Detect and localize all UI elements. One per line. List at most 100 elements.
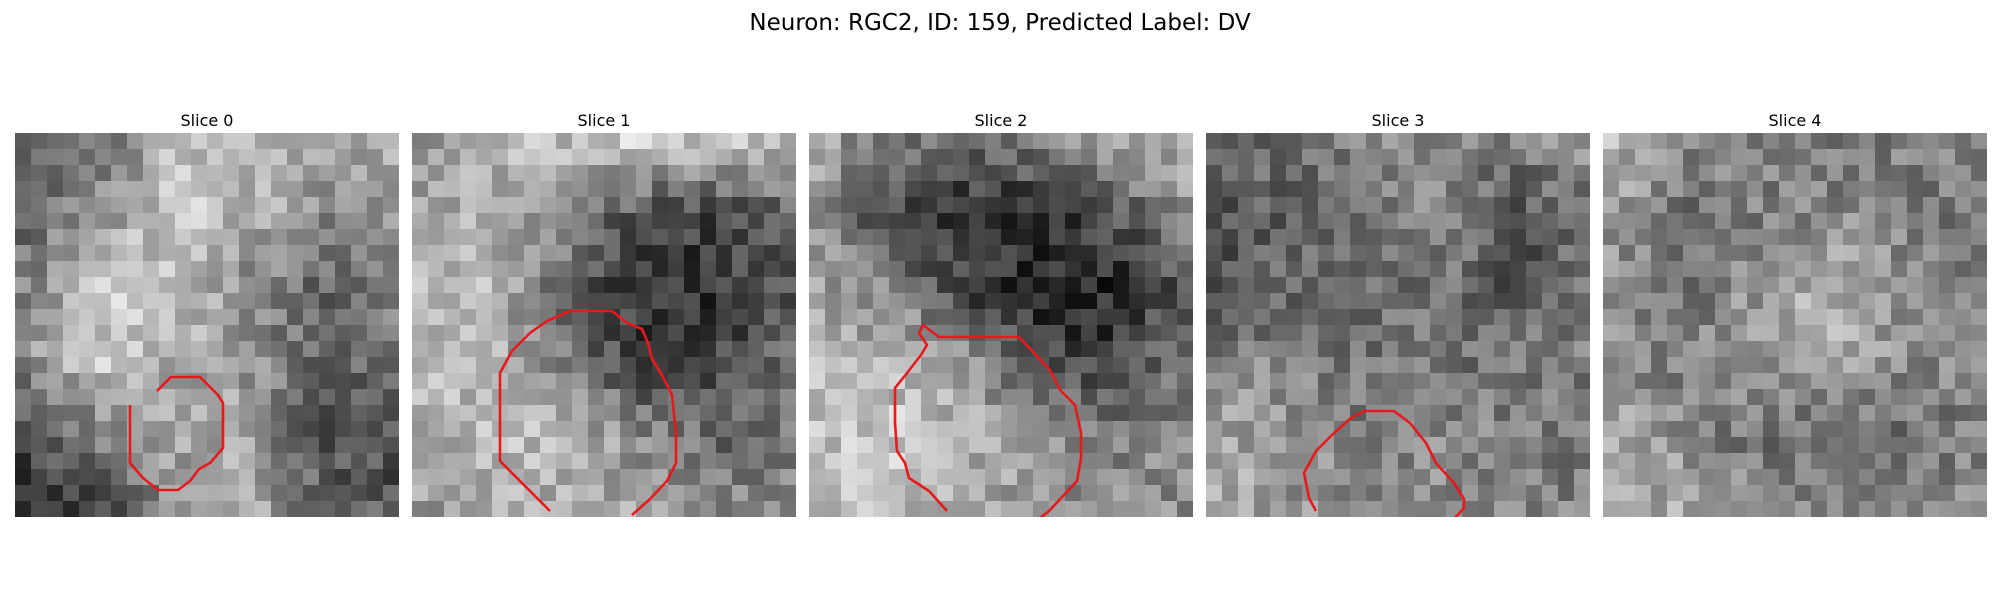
pixel xyxy=(95,133,111,149)
pixel xyxy=(1017,133,1033,149)
pixel xyxy=(143,341,159,357)
pixel xyxy=(175,469,191,485)
pixel xyxy=(873,373,889,389)
pixel xyxy=(572,277,588,293)
pixel xyxy=(1318,229,1334,245)
pixel xyxy=(175,309,191,325)
pixel xyxy=(652,357,668,373)
pixel xyxy=(1366,421,1382,437)
pixel xyxy=(1715,357,1731,373)
pixel xyxy=(1971,165,1987,181)
pixel xyxy=(825,245,841,261)
pixel xyxy=(1891,133,1907,149)
pixel xyxy=(1113,405,1129,421)
pixel-grid xyxy=(809,133,1193,517)
pixel xyxy=(953,405,969,421)
pixel xyxy=(1971,453,1987,469)
pixel xyxy=(556,389,572,405)
pixel xyxy=(1286,341,1302,357)
pixel xyxy=(1238,437,1254,453)
pixel xyxy=(1683,469,1699,485)
pixel xyxy=(556,149,572,165)
pixel xyxy=(492,341,508,357)
pixel xyxy=(1574,181,1590,197)
pixel xyxy=(1907,453,1923,469)
pixel xyxy=(1001,469,1017,485)
pixel xyxy=(207,245,223,261)
pixel xyxy=(1542,165,1558,181)
pixel xyxy=(335,373,351,389)
pixel xyxy=(636,309,652,325)
pixel xyxy=(1033,293,1049,309)
pixel xyxy=(1510,469,1526,485)
pixel xyxy=(889,133,905,149)
pixel xyxy=(1939,405,1955,421)
pixel xyxy=(255,453,271,469)
pixel xyxy=(985,181,1001,197)
pixel xyxy=(588,373,604,389)
pixel xyxy=(1049,293,1065,309)
slice-image xyxy=(1206,133,1590,517)
pixel xyxy=(1731,277,1747,293)
pixel xyxy=(1510,485,1526,501)
pixel xyxy=(748,213,764,229)
pixel xyxy=(1145,261,1161,277)
pixel xyxy=(700,469,716,485)
pixel xyxy=(652,229,668,245)
pixel xyxy=(1097,501,1113,517)
pixel xyxy=(524,405,540,421)
pixel xyxy=(1446,325,1462,341)
pixel xyxy=(1635,213,1651,229)
pixel xyxy=(1318,245,1334,261)
pixel xyxy=(1206,293,1222,309)
pixel xyxy=(1222,133,1238,149)
pixel xyxy=(1619,485,1635,501)
pixel xyxy=(1414,357,1430,373)
pixel xyxy=(1923,437,1939,453)
pixel xyxy=(159,421,175,437)
pixel xyxy=(1382,149,1398,165)
pixel xyxy=(1542,229,1558,245)
pixel xyxy=(764,469,780,485)
pixel xyxy=(1907,309,1923,325)
pixel xyxy=(1081,245,1097,261)
pixel xyxy=(1318,277,1334,293)
pixel xyxy=(1795,309,1811,325)
pixel xyxy=(63,405,79,421)
pixel xyxy=(1907,277,1923,293)
pixel xyxy=(1430,341,1446,357)
pixel xyxy=(1286,501,1302,517)
pixel xyxy=(271,229,287,245)
pixel xyxy=(335,245,351,261)
pixel xyxy=(367,421,383,437)
pixel xyxy=(1113,309,1129,325)
pixel xyxy=(905,373,921,389)
pixel xyxy=(540,181,556,197)
pixel xyxy=(1651,309,1667,325)
pixel xyxy=(1526,165,1542,181)
pixel xyxy=(1699,165,1715,181)
pixel xyxy=(700,261,716,277)
pixel xyxy=(1430,469,1446,485)
pixel xyxy=(1494,453,1510,469)
pixel xyxy=(748,277,764,293)
pixel xyxy=(460,421,476,437)
pixel xyxy=(748,405,764,421)
pixel xyxy=(207,373,223,389)
pixel xyxy=(1843,133,1859,149)
pixel xyxy=(1478,389,1494,405)
pixel xyxy=(1619,453,1635,469)
pixel xyxy=(444,149,460,165)
pixel xyxy=(556,437,572,453)
pixel xyxy=(636,133,652,149)
pixel xyxy=(873,213,889,229)
pixel xyxy=(1446,213,1462,229)
pixel xyxy=(1526,341,1542,357)
pixel xyxy=(1635,229,1651,245)
pixel xyxy=(1129,309,1145,325)
pixel xyxy=(1001,309,1017,325)
pixel xyxy=(905,421,921,437)
pixel xyxy=(1254,501,1270,517)
pixel xyxy=(47,309,63,325)
pixel xyxy=(79,325,95,341)
